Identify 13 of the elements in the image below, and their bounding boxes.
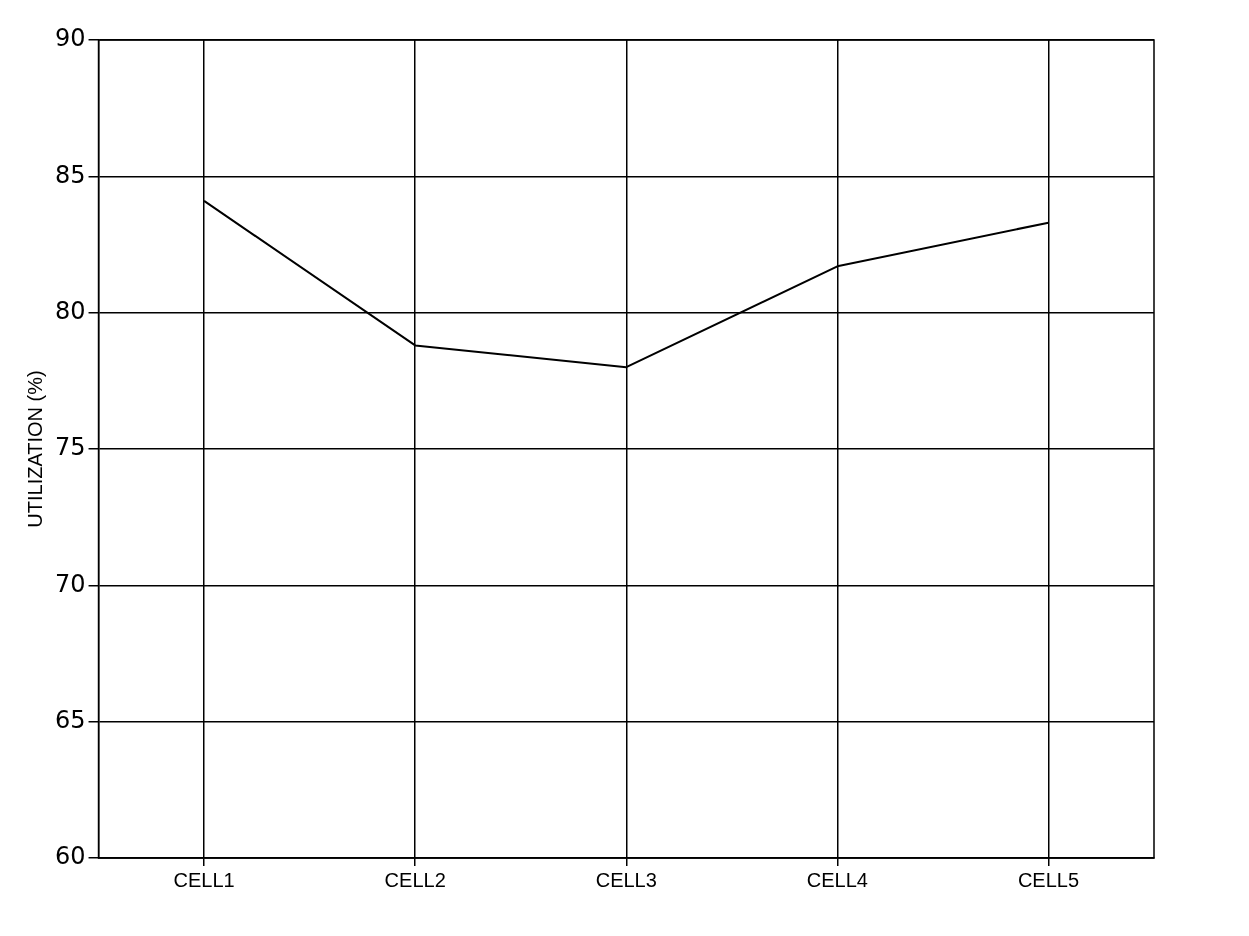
x-tick-label: CELL3: [595, 868, 657, 891]
y-axis-title: UTILIZATION (%): [23, 370, 46, 528]
y-tick-label: 85: [54, 160, 86, 189]
y-tick-label: 70: [54, 569, 86, 598]
x-tick-label: CELL4: [806, 868, 868, 891]
y-tick-label: 90: [54, 24, 86, 53]
x-tick-label: CELL5: [1017, 868, 1080, 891]
x-tick-label: CELL2: [384, 868, 446, 891]
y-tick-label: 80: [54, 296, 86, 325]
y-tick-label: 75: [54, 433, 86, 462]
y-tick-label: 65: [54, 705, 86, 734]
y-tick-label: 60: [54, 842, 86, 871]
x-tick-label: CELL1: [173, 868, 235, 891]
